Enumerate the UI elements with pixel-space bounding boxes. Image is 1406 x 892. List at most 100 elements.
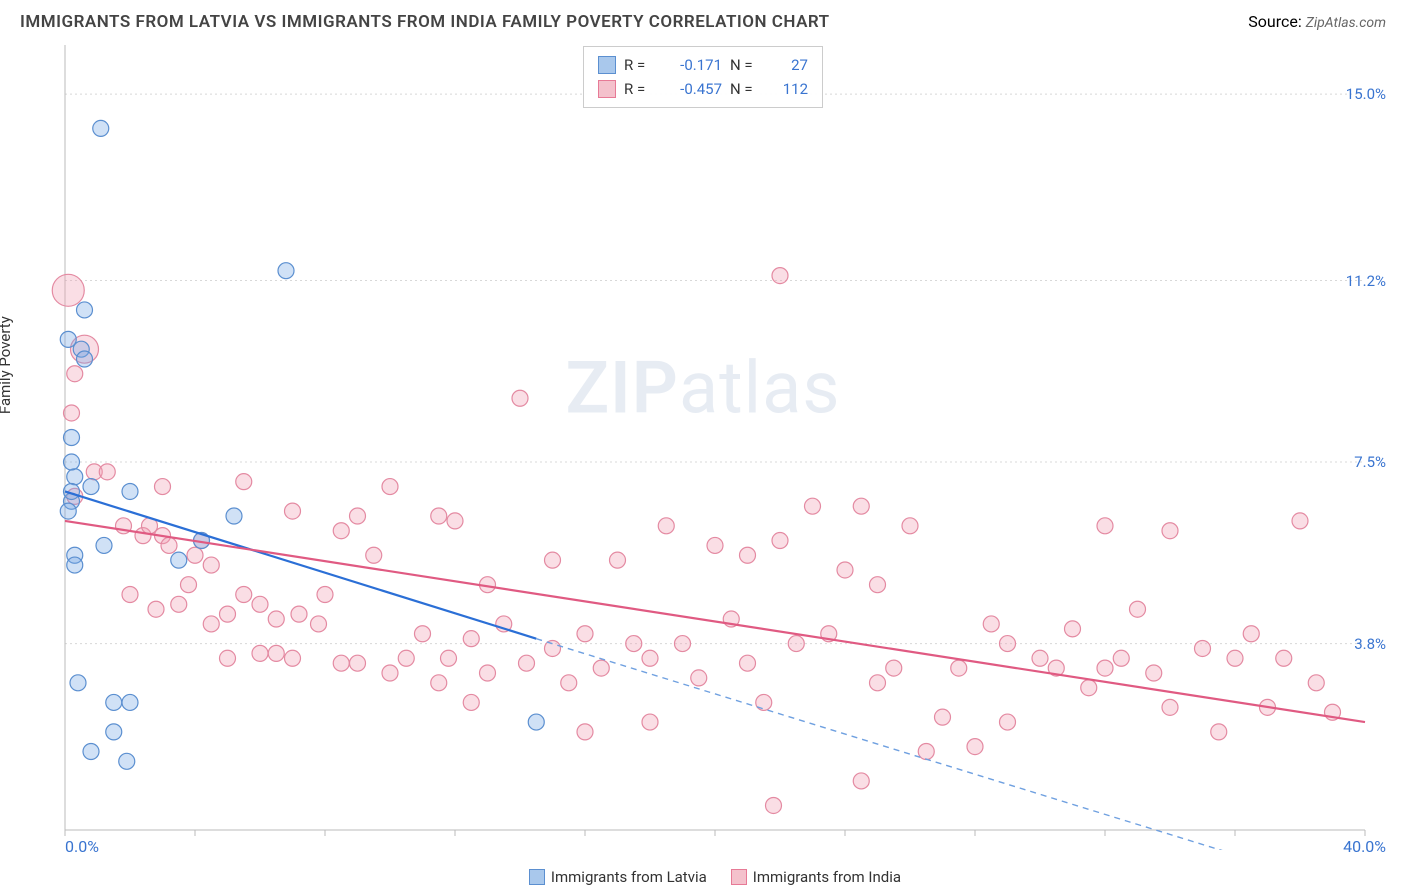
data-point bbox=[463, 631, 479, 647]
data-point bbox=[67, 469, 83, 485]
data-point bbox=[161, 537, 177, 553]
data-point bbox=[1308, 675, 1324, 691]
data-point bbox=[756, 694, 772, 710]
data-point bbox=[766, 797, 782, 813]
data-point bbox=[382, 665, 398, 681]
data-point bbox=[1113, 650, 1129, 666]
data-point bbox=[805, 498, 821, 514]
data-point bbox=[675, 636, 691, 652]
data-point bbox=[902, 518, 918, 534]
data-point bbox=[278, 263, 294, 279]
source-attribution: Source: ZipAtlas.com bbox=[1248, 12, 1386, 31]
data-point bbox=[642, 650, 658, 666]
chart-area: Family Poverty ZIPatlas 3.8%7.5%11.2%15.… bbox=[20, 45, 1386, 862]
data-point bbox=[918, 744, 934, 760]
data-point bbox=[528, 714, 544, 730]
data-point bbox=[577, 724, 593, 740]
legend-r-label: R = bbox=[624, 80, 654, 98]
data-point bbox=[187, 547, 203, 563]
scatter-plot bbox=[20, 45, 1385, 850]
data-point bbox=[106, 694, 122, 710]
data-point bbox=[64, 405, 80, 421]
data-point bbox=[96, 537, 112, 553]
data-point bbox=[1243, 626, 1259, 642]
data-point bbox=[203, 616, 219, 632]
data-point bbox=[545, 552, 561, 568]
data-point bbox=[1227, 650, 1243, 666]
data-point bbox=[519, 655, 535, 671]
data-point bbox=[1162, 699, 1178, 715]
data-point bbox=[788, 636, 804, 652]
legend-r-value: -0.457 bbox=[662, 80, 722, 98]
data-point bbox=[285, 503, 301, 519]
data-point bbox=[772, 268, 788, 284]
data-point bbox=[967, 739, 983, 755]
data-point bbox=[350, 508, 366, 524]
data-point bbox=[772, 533, 788, 549]
legend-swatch bbox=[731, 869, 747, 885]
data-point bbox=[155, 479, 171, 495]
data-point bbox=[463, 694, 479, 710]
data-point bbox=[333, 523, 349, 539]
data-point bbox=[67, 557, 83, 573]
data-point bbox=[366, 547, 382, 563]
legend-n-label: N = bbox=[730, 80, 760, 98]
data-point bbox=[441, 650, 457, 666]
data-point bbox=[1195, 640, 1211, 656]
data-point bbox=[268, 645, 284, 661]
data-point bbox=[1000, 636, 1016, 652]
data-point bbox=[106, 724, 122, 740]
data-point bbox=[226, 508, 242, 524]
data-point bbox=[853, 773, 869, 789]
data-point bbox=[593, 660, 609, 676]
correlation-legend: R = -0.171 N = 27 R = -0.457 N = 112 bbox=[583, 46, 823, 108]
legend-n-value: 27 bbox=[768, 56, 808, 74]
data-point bbox=[983, 616, 999, 632]
data-point bbox=[480, 665, 496, 681]
data-point bbox=[1162, 523, 1178, 539]
legend-row: R = -0.171 N = 27 bbox=[598, 53, 808, 77]
data-point bbox=[935, 709, 951, 725]
legend-label: Immigrants from Latvia bbox=[551, 868, 707, 886]
data-point bbox=[431, 508, 447, 524]
data-point bbox=[642, 714, 658, 730]
legend-swatch bbox=[598, 56, 616, 74]
data-point bbox=[740, 655, 756, 671]
data-point bbox=[626, 636, 642, 652]
y-axis-tick-label: 11.2% bbox=[1346, 272, 1386, 290]
source-name: ZipAtlas.com bbox=[1306, 15, 1386, 31]
data-point bbox=[60, 503, 76, 519]
data-point bbox=[1292, 513, 1308, 529]
data-point bbox=[220, 606, 236, 622]
data-point bbox=[64, 454, 80, 470]
data-point bbox=[1065, 621, 1081, 637]
data-point bbox=[398, 650, 414, 666]
data-point bbox=[268, 611, 284, 627]
data-point bbox=[252, 645, 268, 661]
data-point bbox=[707, 537, 723, 553]
legend-swatch bbox=[598, 80, 616, 98]
data-point bbox=[1097, 518, 1113, 534]
data-point bbox=[148, 601, 164, 617]
data-point bbox=[561, 675, 577, 691]
data-point bbox=[252, 596, 268, 612]
legend-r-label: R = bbox=[624, 56, 654, 74]
x-axis-min-label: 0.0% bbox=[65, 837, 99, 856]
series-legend: Immigrants from LatviaImmigrants from In… bbox=[0, 868, 1406, 886]
data-point bbox=[83, 744, 99, 760]
data-point bbox=[951, 660, 967, 676]
y-axis-tick-label: 15.0% bbox=[1346, 85, 1386, 103]
data-point bbox=[122, 694, 138, 710]
data-point bbox=[171, 596, 187, 612]
data-point bbox=[740, 547, 756, 563]
legend-swatch bbox=[529, 869, 545, 885]
data-point bbox=[512, 390, 528, 406]
data-point bbox=[610, 552, 626, 568]
data-point bbox=[203, 557, 219, 573]
data-point bbox=[333, 655, 349, 671]
data-point bbox=[1097, 660, 1113, 676]
data-point bbox=[67, 366, 83, 382]
data-point bbox=[382, 479, 398, 495]
data-point bbox=[285, 650, 301, 666]
data-point bbox=[1130, 601, 1146, 617]
